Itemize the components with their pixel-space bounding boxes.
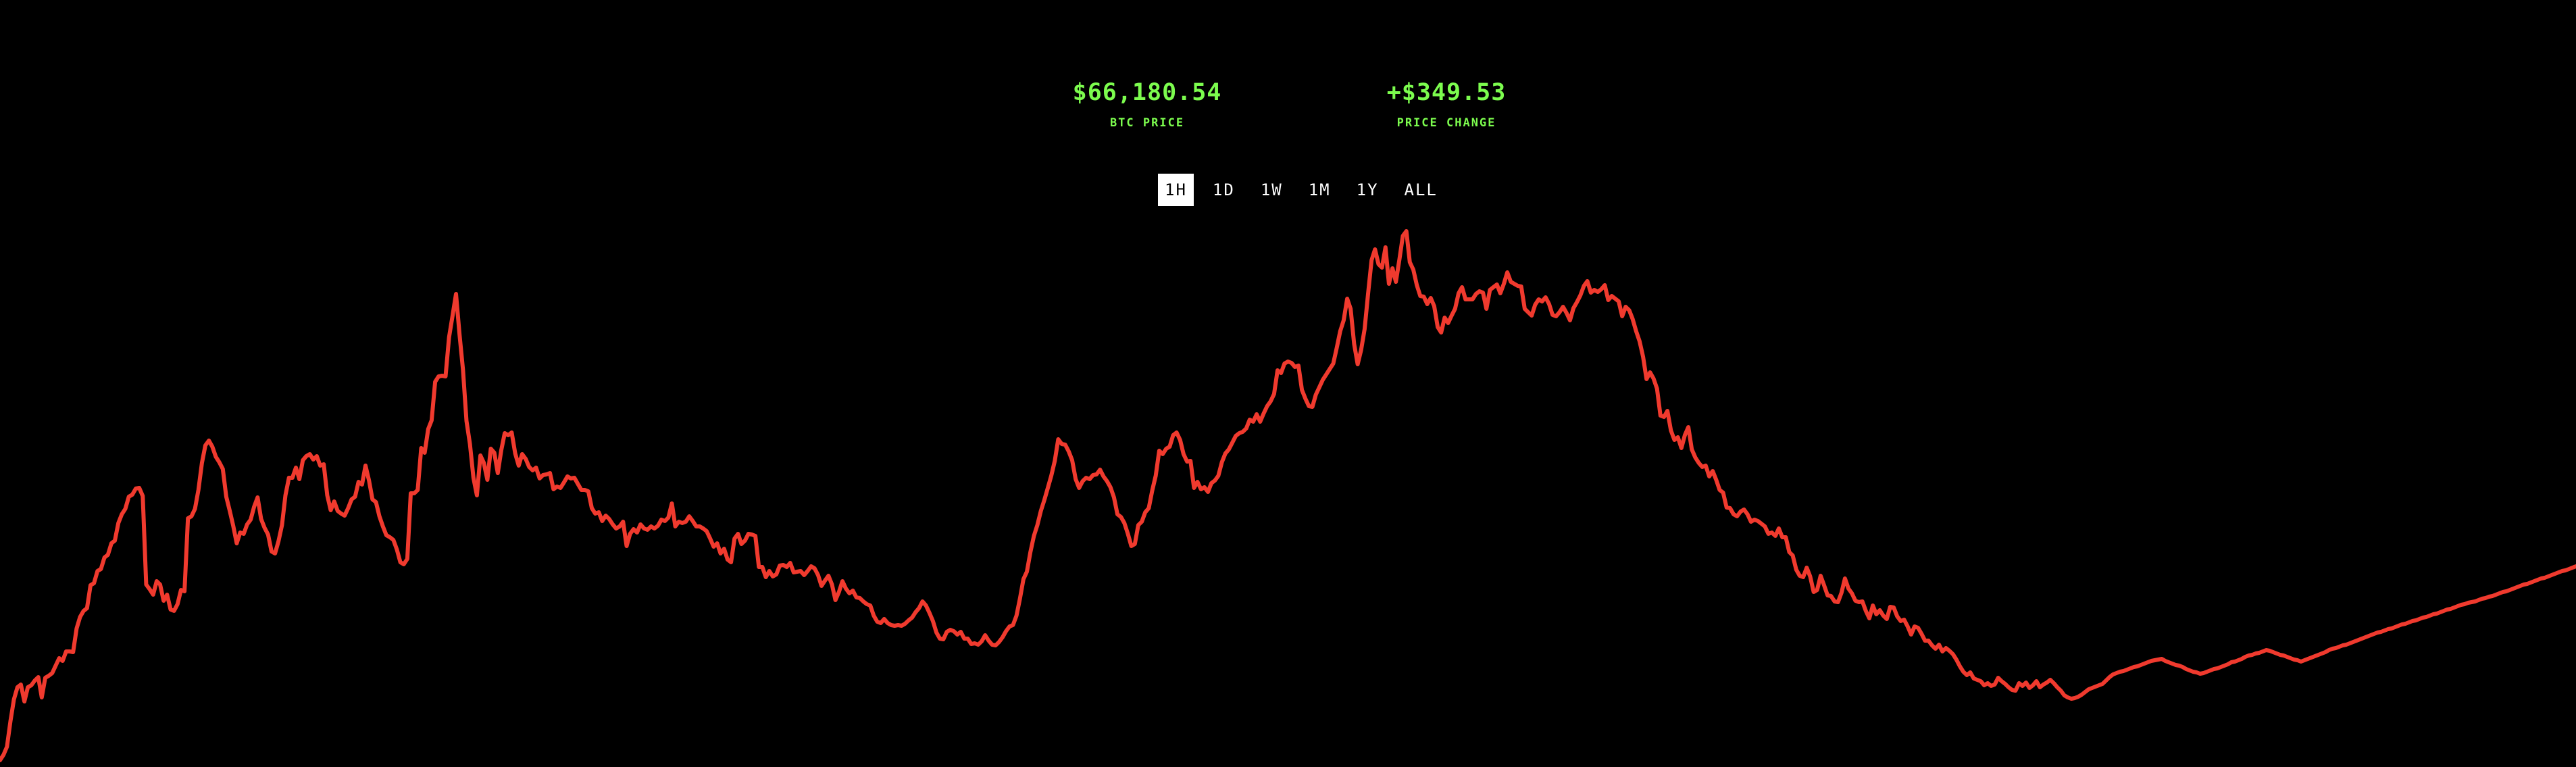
range-button-all[interactable]: ALL: [1398, 174, 1444, 206]
price-change-stat: +$349.53 PRICE CHANGE: [1305, 78, 1588, 130]
btc-price-label: BTC PRICE: [1109, 116, 1185, 130]
range-button-1h[interactable]: 1H: [1158, 174, 1194, 206]
range-button-1y[interactable]: 1Y: [1350, 174, 1386, 206]
price-change-value: +$349.53: [1386, 79, 1507, 106]
range-button-1d[interactable]: 1D: [1206, 174, 1242, 206]
price-series-line: [0, 229, 2576, 762]
range-button-1w[interactable]: 1W: [1254, 174, 1290, 206]
time-range-selector: 1H 1D 1W 1M 1Y ALL: [1158, 174, 1457, 206]
range-button-1m[interactable]: 1M: [1302, 174, 1338, 206]
price-change-label: PRICE CHANGE: [1396, 116, 1496, 130]
btc-price-stat: $66,180.54 BTC PRICE: [1005, 78, 1289, 130]
btc-price-value: $66,180.54: [1072, 79, 1222, 106]
